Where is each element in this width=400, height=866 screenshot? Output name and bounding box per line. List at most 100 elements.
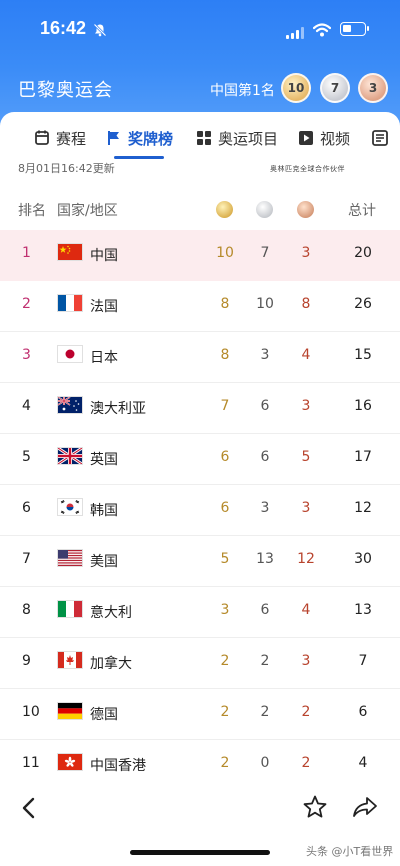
silver-medal-badge: 7: [320, 73, 350, 103]
tab-label: 奖牌榜: [128, 129, 174, 148]
table-row[interactable]: 8 意大利 3 6 4 13: [0, 587, 400, 638]
gold-count: 10: [216, 245, 234, 261]
silver-count: 6: [260, 602, 270, 618]
france-flag-icon: [57, 294, 83, 312]
uk-flag-icon: [57, 447, 83, 465]
australia-flag-icon: [57, 396, 83, 414]
total-count: 6: [358, 704, 368, 720]
country-name: 日本: [90, 350, 118, 366]
rank-cell: 5: [22, 449, 31, 465]
tab-label: 赛程: [56, 129, 87, 148]
home-indicator[interactable]: [130, 850, 270, 855]
share-icon: [353, 797, 377, 817]
rank-cell: 10: [22, 704, 40, 720]
country-name: 德国: [90, 707, 118, 723]
total-count: 7: [358, 653, 368, 669]
bronze-count: 2: [301, 755, 311, 771]
bronze-count: 4: [301, 602, 311, 618]
bronze-count: 3: [301, 653, 311, 669]
canada-flag-icon: [57, 651, 83, 669]
battery-icon: [340, 22, 369, 36]
olympics-header: 巴黎奥运会 中国第1名 10 7 3: [0, 70, 400, 106]
country-name: 韩国: [90, 503, 118, 519]
trophy-icon: [34, 130, 50, 146]
active-tab-indicator: [114, 156, 164, 159]
hong-kong-flag-icon: [57, 753, 83, 771]
table-row[interactable]: 6 韩国 6 3 3 12: [0, 485, 400, 536]
rank-cell: 4: [22, 398, 31, 414]
bronze-count: 12: [297, 551, 315, 567]
bronze-medal-icon: [297, 201, 314, 218]
back-button[interactable]: [20, 796, 38, 824]
country-name: 中国: [90, 248, 118, 264]
bronze-count: 3: [301, 500, 311, 516]
gold-count: 6: [220, 500, 230, 516]
korea-flag-icon: [57, 498, 83, 516]
japan-flag-icon: [57, 345, 83, 363]
rank-cell: 6: [22, 500, 31, 516]
chevron-left-icon: [22, 797, 35, 819]
table-row[interactable]: 3 日本 8 3 4 15: [0, 332, 400, 383]
silver-count: 2: [260, 704, 270, 720]
table-header: 排名 国家/地区 总计: [0, 198, 400, 222]
flag-icon: [106, 130, 122, 146]
table-row[interactable]: 1 中国 10 7 3 20: [0, 230, 400, 281]
rank-cell: 11: [22, 755, 40, 771]
total-count: 30: [354, 551, 372, 567]
tab-videos[interactable]: 视频: [298, 124, 350, 152]
medal-table: 1 中国 10 7 3 20 2: [0, 230, 400, 791]
gold-count: 2: [220, 653, 230, 669]
rank-cell: 8: [22, 602, 31, 618]
tab-more[interactable]: [372, 124, 394, 152]
bell-off-icon: [93, 22, 107, 37]
wifi-icon: [312, 22, 332, 41]
more-icon: [372, 130, 388, 146]
tab-olympic-events[interactable]: 奥运项目: [196, 124, 278, 152]
table-row[interactable]: 5 英国 6 6 5 17: [0, 434, 400, 485]
silver-count: 10: [256, 296, 274, 312]
total-count: 17: [354, 449, 372, 465]
status-bar: 16:42: [0, 14, 400, 48]
update-timestamp: 8月01日16:42更新: [18, 162, 115, 175]
silver-count: 3: [260, 500, 270, 516]
table-row[interactable]: 4 澳大利亚: [0, 383, 400, 434]
total-count: 13: [354, 602, 372, 618]
tab-medal-table[interactable]: 奖牌榜: [106, 124, 173, 152]
total-count: 26: [354, 296, 372, 312]
column-rank: 排名: [18, 203, 46, 219]
tab-bar: 赛程 奖牌榜 奥运项目: [0, 124, 400, 159]
gold-medal-badge: 10: [281, 73, 311, 103]
country-name: 英国: [90, 452, 118, 468]
total-count: 4: [358, 755, 368, 771]
column-total: 总计: [348, 203, 376, 219]
rank-cell: 9: [22, 653, 31, 669]
silver-count: 6: [260, 449, 270, 465]
silver-count: 2: [260, 653, 270, 669]
silver-count: 7: [260, 245, 270, 261]
total-count: 20: [354, 245, 372, 261]
silver-count: 0: [260, 755, 270, 771]
table-row[interactable]: 2 法国 8 10 8 26: [0, 281, 400, 332]
page-title: 巴黎奥运会: [18, 80, 113, 101]
favorite-button[interactable]: [302, 794, 328, 824]
gold-count: 8: [220, 296, 230, 312]
silver-count: 6: [260, 398, 270, 414]
grid-icon: [196, 130, 212, 146]
share-button[interactable]: [352, 795, 378, 823]
table-row[interactable]: 9 加拿大 2 2 3 7: [0, 638, 400, 689]
silver-medal-icon: [256, 201, 273, 218]
table-row[interactable]: 10 德国 2 2 2 6: [0, 689, 400, 740]
gold-count: 8: [220, 347, 230, 363]
sponsor-text: 奥林匹克全球合作伙伴: [270, 165, 345, 173]
bronze-count: 2: [301, 704, 311, 720]
country-rank-text: 中国第1名: [210, 83, 275, 99]
medal-table-card: 赛程 奖牌榜 奥运项目: [0, 112, 400, 866]
rank-cell: 7: [22, 551, 31, 567]
gold-count: 2: [220, 704, 230, 720]
rank-cell: 3: [22, 347, 31, 363]
total-count: 12: [354, 500, 372, 516]
star-icon: [303, 795, 327, 818]
tab-schedule[interactable]: 赛程: [34, 124, 86, 152]
table-row[interactable]: 7 美国 5 13 12 30: [0, 536, 400, 587]
bottom-toolbar: [0, 782, 400, 832]
